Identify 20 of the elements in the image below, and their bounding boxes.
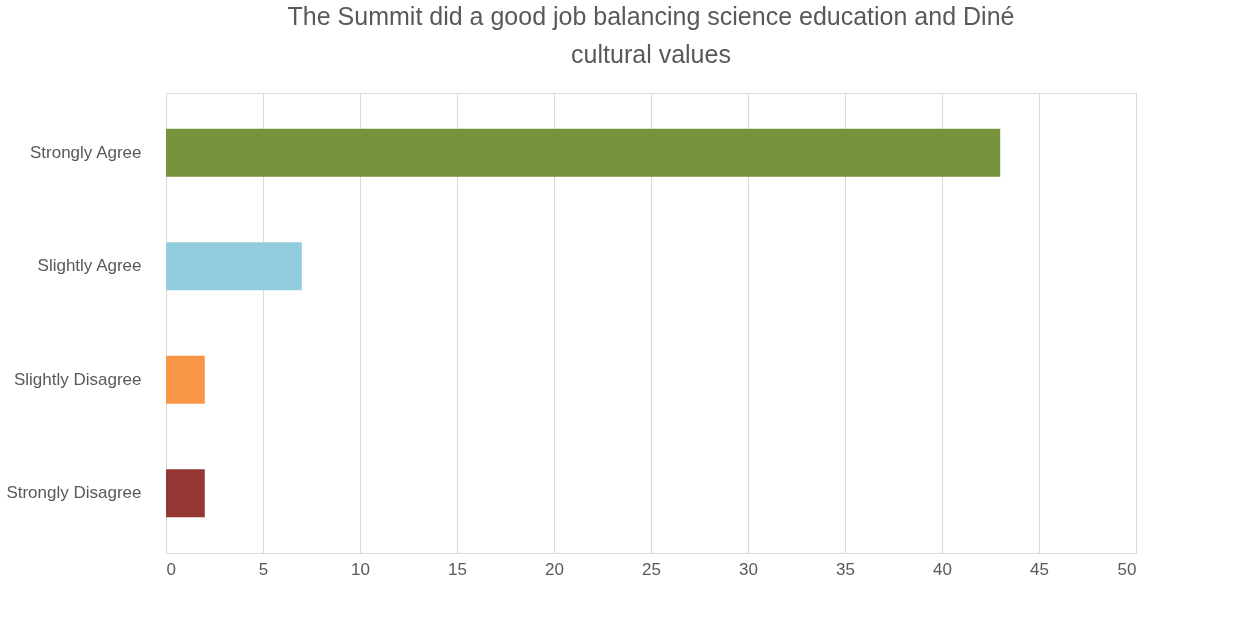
x-tick-label: 50 [1117,559,1137,579]
bar [166,128,1001,177]
y-tick-label: Strongly Disagree [6,483,142,503]
chart-title: The Summit did a good job balancing science education and Diné cultural values [287,2,1015,68]
y-tick-label: Strongly Agree [29,142,142,162]
x-tick-label: 5 [258,559,269,579]
bar [166,355,205,404]
x-tick-label: 45 [1030,559,1049,579]
x-tick-label: 30 [739,559,758,579]
y-tick-label: Slightly Agree [37,256,142,276]
x-tick-label: 0 [166,559,176,579]
x-tick-label: 35 [836,559,855,579]
y-tick-label: Slightly Disagree [13,369,142,389]
bar [166,469,205,518]
bar [166,242,302,291]
x-tick-label: 25 [642,559,661,579]
x-tick-label: 15 [448,559,467,579]
x-tick-label: 40 [933,559,952,579]
x-tick-label: 10 [351,559,370,579]
x-tick-label: 20 [545,559,564,579]
